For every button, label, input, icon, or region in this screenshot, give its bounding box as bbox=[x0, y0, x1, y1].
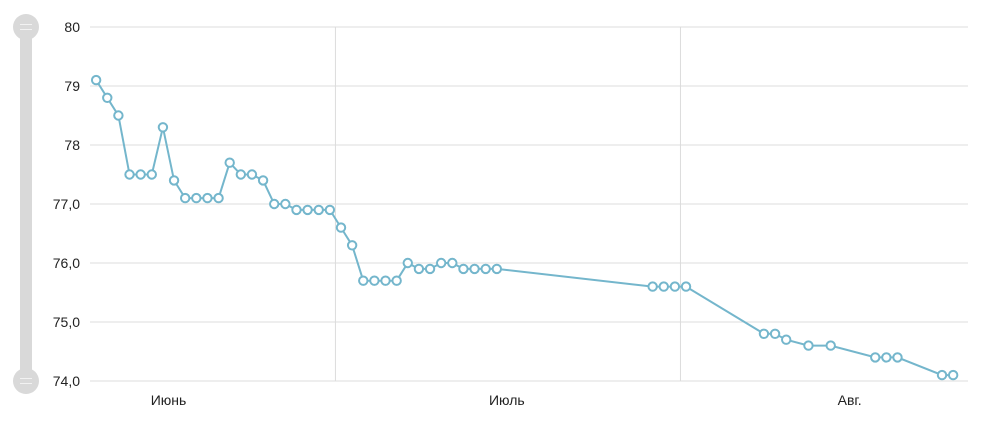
series-line bbox=[95, 79, 954, 377]
data-point[interactable] bbox=[781, 334, 792, 345]
y-tick-label: 76,0 bbox=[53, 255, 80, 271]
data-point[interactable] bbox=[369, 275, 380, 286]
range-slider-bottom-handle[interactable] bbox=[13, 368, 39, 394]
data-point[interactable] bbox=[658, 281, 669, 292]
data-point[interactable] bbox=[480, 263, 491, 275]
x-axis-ticks: Июнь Июль Авг. bbox=[151, 392, 862, 408]
data-point[interactable] bbox=[936, 369, 948, 381]
data-point[interactable] bbox=[358, 275, 369, 286]
data-point[interactable] bbox=[346, 240, 358, 251]
data-point[interactable] bbox=[235, 169, 247, 180]
y-tick-label: 74,0 bbox=[53, 373, 80, 389]
range-slider[interactable] bbox=[13, 14, 39, 394]
data-point[interactable] bbox=[413, 263, 425, 275]
data-point[interactable] bbox=[447, 257, 458, 269]
data-point[interactable] bbox=[947, 369, 959, 381]
data-point[interactable] bbox=[313, 204, 324, 216]
data-point[interactable] bbox=[435, 257, 447, 269]
data-point[interactable] bbox=[202, 192, 213, 204]
data-point[interactable] bbox=[280, 198, 291, 210]
data-point[interactable] bbox=[179, 192, 191, 204]
data-point[interactable] bbox=[269, 198, 280, 210]
data-point[interactable] bbox=[146, 169, 157, 180]
data-point[interactable] bbox=[803, 340, 814, 351]
data-point[interactable] bbox=[124, 169, 135, 180]
data-point[interactable] bbox=[892, 352, 903, 363]
data-point[interactable] bbox=[391, 275, 402, 286]
data-point[interactable] bbox=[135, 169, 146, 180]
data-point[interactable] bbox=[224, 157, 235, 168]
data-point[interactable] bbox=[90, 74, 102, 86]
x-tick-label: Авг. bbox=[838, 392, 862, 408]
data-point[interactable] bbox=[157, 122, 169, 133]
data-point[interactable] bbox=[168, 175, 180, 186]
y-axis-ticks: 80 79 78 77,0 76,0 75,0 74,0 bbox=[53, 19, 80, 389]
data-point[interactable] bbox=[113, 110, 124, 121]
data-point[interactable] bbox=[825, 340, 836, 351]
y-tick-label: 78 bbox=[64, 137, 80, 153]
data-point[interactable] bbox=[424, 263, 436, 275]
data-point[interactable] bbox=[458, 263, 469, 275]
data-point[interactable] bbox=[302, 204, 313, 216]
data-point[interactable] bbox=[881, 352, 892, 363]
y-tick-label: 75,0 bbox=[53, 314, 80, 330]
grid bbox=[90, 26, 968, 382]
range-slider-track[interactable] bbox=[20, 27, 32, 381]
range-slider-top-handle[interactable] bbox=[13, 14, 39, 40]
data-point[interactable] bbox=[324, 204, 336, 216]
data-point[interactable] bbox=[669, 281, 681, 292]
data-point[interactable] bbox=[257, 175, 269, 186]
data-point[interactable] bbox=[335, 222, 347, 233]
data-point[interactable] bbox=[870, 352, 881, 363]
data-point[interactable] bbox=[102, 92, 113, 104]
data-point[interactable] bbox=[291, 204, 302, 216]
y-tick-label: 79 bbox=[64, 78, 80, 94]
data-point[interactable] bbox=[380, 275, 391, 286]
y-tick-label: 77,0 bbox=[53, 196, 80, 212]
data-point[interactable] bbox=[769, 328, 781, 339]
data-point[interactable] bbox=[469, 263, 480, 275]
data-point[interactable] bbox=[246, 169, 258, 180]
series-points bbox=[90, 74, 959, 381]
data-point[interactable] bbox=[213, 192, 224, 204]
y-tick-label: 80 bbox=[64, 19, 80, 35]
series-line-path bbox=[95, 79, 954, 377]
data-point[interactable] bbox=[402, 257, 413, 269]
data-point[interactable] bbox=[647, 281, 658, 292]
data-point[interactable] bbox=[191, 192, 202, 204]
data-point[interactable] bbox=[491, 263, 503, 275]
data-point[interactable] bbox=[680, 281, 692, 292]
x-tick-label: Июнь bbox=[151, 392, 187, 408]
x-tick-label: Июль bbox=[489, 392, 525, 408]
data-point[interactable] bbox=[758, 328, 770, 339]
